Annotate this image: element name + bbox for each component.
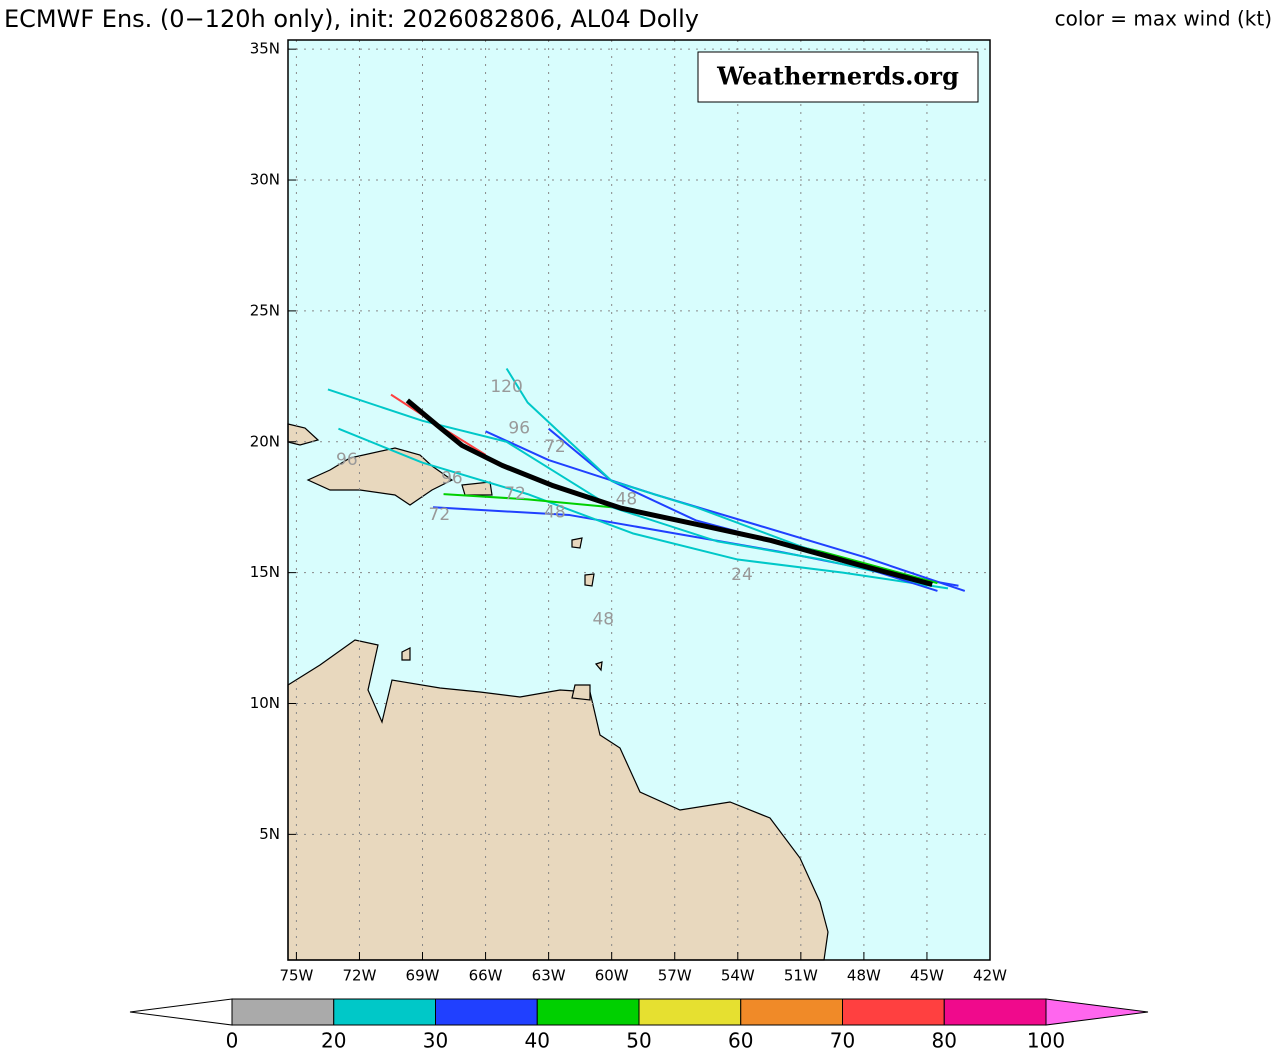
x-tick-label: 72W [343,967,377,985]
grid [288,40,991,960]
hour-label: 72 [504,484,526,504]
watermark-box [697,51,979,103]
hour-label: 48 [592,610,614,630]
mean-track [405,398,933,587]
x-tick-label: 42W [973,967,1007,985]
x-tick-label: 69W [406,967,440,985]
x-tick-label: 54W [721,967,755,985]
x-tick-label: 48W [847,967,881,985]
colorbar-label: 0 [226,1029,239,1053]
hour-label: 96 [336,450,358,470]
colorbar-segment [638,998,742,1026]
y-tick-label: 15N [250,563,280,581]
hour-label: 96 [441,468,463,488]
y-tick-label: 5N [259,825,280,843]
y-tick-label: 10N [250,694,280,712]
colorbar-segment [536,998,640,1026]
colorbar-segment [333,998,436,1026]
y-tick-label: 25N [250,301,280,319]
colorbar-label: 30 [423,1029,448,1053]
member-track [485,430,966,592]
colorbar-segment [842,998,945,1026]
subtitle: color = max wind (kt) [1055,7,1272,31]
watermark: Weathernerds.org [716,62,959,91]
colorbar-segment [231,998,335,1026]
x-tick-label: 51W [784,967,818,985]
x-tick-label: 75W [279,967,313,985]
y-tick-label: 20N [250,432,280,450]
tracks: 24 48 48 48 72 72 72 96 96 96 120 [327,367,966,630]
colorbar-label: 80 [932,1029,957,1053]
colorbar-label: 50 [626,1029,651,1053]
hour-label: 96 [508,419,530,439]
hour-label: 24 [731,565,753,585]
map-frame [287,39,991,961]
colorbar-under [129,998,233,1026]
x-tick-label: 66W [469,967,503,985]
x-tick-label: 60W [595,967,629,985]
y-tick-label: 30N [250,171,280,189]
colorbar-label: 70 [830,1029,855,1053]
hour-label: 72 [544,437,566,457]
x-tick-label: 63W [532,967,566,985]
colorbar-segment [740,998,843,1026]
colorbar-label: 20 [321,1029,346,1053]
colorbar-label: 100 [1027,1029,1065,1053]
y-tick-label: 35N [250,40,280,58]
colorbar-over [1045,998,1149,1026]
hour-label: 120 [490,377,522,397]
colorbar-label: 40 [525,1029,550,1053]
hour-label: 72 [429,505,451,525]
colorbar-segment [435,998,538,1026]
x-tick-label: 57W [658,967,692,985]
member-track [338,427,949,590]
title: ECMWF Ens. (0−120h only), init: 20260828… [4,5,699,33]
hour-label: 48 [616,489,638,509]
colorbar: 0 20 30 40 50 60 70 80 100 [129,998,1149,1053]
hour-label: 48 [544,502,566,522]
colorbar-label: 60 [728,1029,753,1053]
colorbar-segment [943,998,1047,1026]
x-tick-label: 45W [910,967,944,985]
